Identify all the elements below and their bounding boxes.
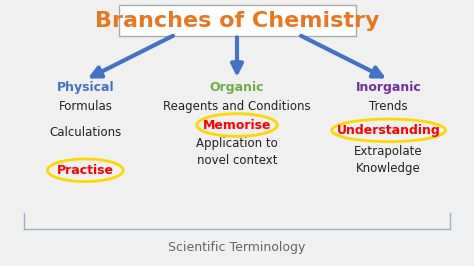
Text: Scientific Terminology: Scientific Terminology (168, 241, 306, 254)
Text: Physical: Physical (56, 81, 114, 94)
Text: Inorganic: Inorganic (356, 81, 421, 94)
Text: Formulas: Formulas (58, 100, 112, 113)
Text: Understanding: Understanding (337, 124, 440, 137)
Text: Trends: Trends (369, 100, 408, 113)
Text: Practise: Practise (57, 164, 114, 177)
Text: Application to
novel context: Application to novel context (196, 137, 278, 167)
Text: Calculations: Calculations (49, 127, 121, 139)
Text: Organic: Organic (210, 81, 264, 94)
FancyBboxPatch shape (118, 5, 356, 36)
Text: Reagents and Conditions: Reagents and Conditions (163, 100, 311, 113)
Text: Extrapolate
Knowledge: Extrapolate Knowledge (355, 145, 423, 174)
Text: Branches of Chemistry: Branches of Chemistry (95, 11, 379, 31)
Text: Memorise: Memorise (203, 119, 271, 131)
